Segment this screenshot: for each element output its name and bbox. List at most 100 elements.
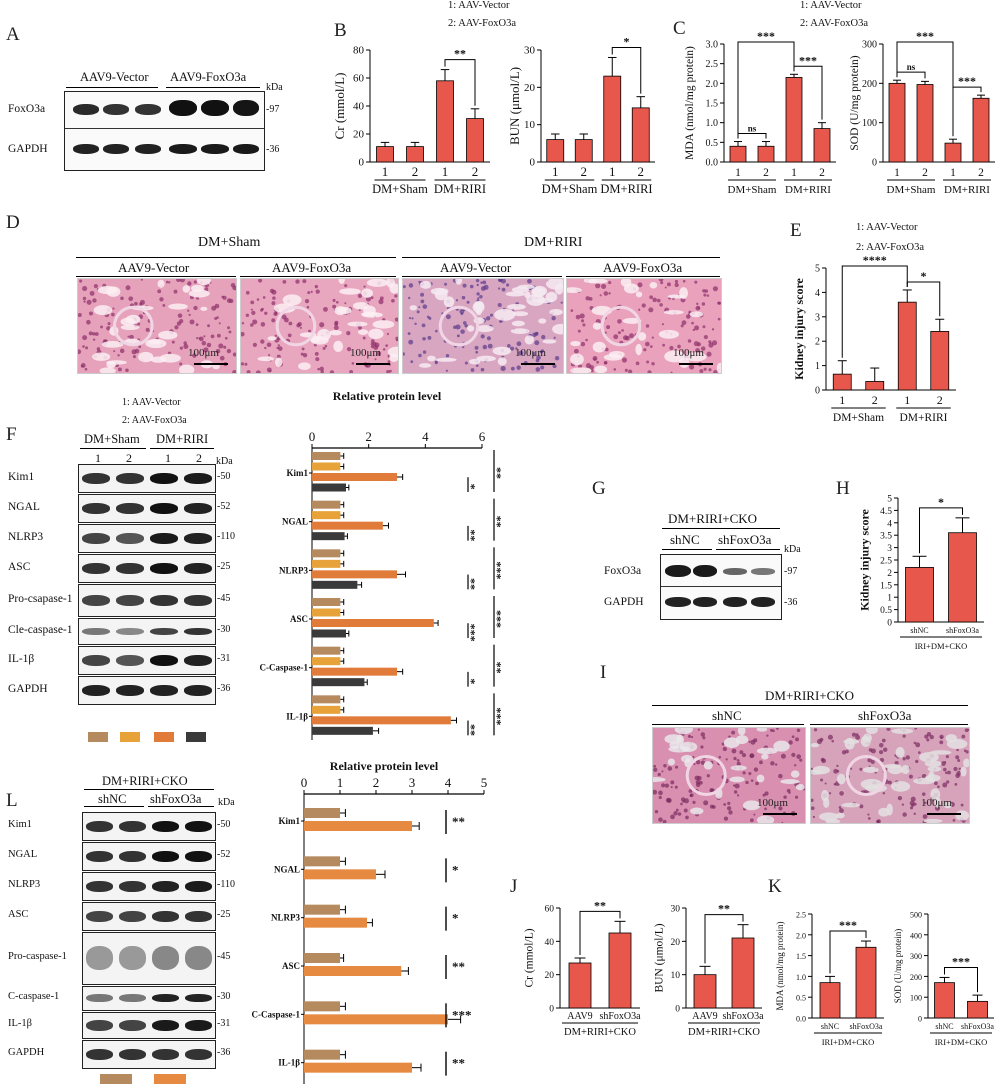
scale-bar	[679, 363, 713, 365]
x-tick-label: shFoxO3a	[961, 1022, 994, 1031]
bar	[304, 953, 340, 963]
protein-band	[152, 994, 179, 1002]
y-tick-label: 3.5	[880, 532, 892, 542]
image-label: AAV9-FoxO3a	[603, 260, 683, 275]
significance-label: *	[467, 678, 481, 684]
protein-band	[86, 946, 113, 970]
protein-band	[119, 880, 146, 892]
bar	[312, 452, 341, 460]
significance-bracket	[944, 966, 978, 993]
category-label: ASC	[282, 961, 300, 971]
group-label: DM+RIRI	[156, 432, 209, 446]
y-tick-label: 5	[815, 264, 820, 275]
group-label: IRI+DM+CKO	[935, 1037, 988, 1047]
protein-band	[152, 850, 179, 862]
group-label: DM+RIRI+CKO	[688, 1027, 760, 1038]
y-axis-label: Kidney injury score	[858, 508, 872, 610]
group-label: DM+Sham	[542, 182, 598, 196]
row-label: Pro-caspase-1	[8, 951, 67, 962]
bar	[436, 80, 454, 163]
protein-band	[86, 1048, 113, 1060]
bar	[813, 128, 831, 163]
y-tick-label: 0.5	[796, 994, 806, 1003]
group-title: DM+RIRI+CKO	[668, 511, 758, 526]
y-tick-label: 1	[887, 594, 892, 604]
bar	[731, 937, 755, 1009]
bar	[312, 716, 451, 725]
bar	[312, 580, 358, 589]
row-label: NGAL	[8, 501, 40, 513]
category-label: NLRP3	[271, 913, 300, 923]
bar	[785, 77, 803, 163]
image-label: AAV9-FoxO3a	[272, 260, 352, 275]
protein-band	[82, 562, 110, 574]
protein-band	[152, 820, 179, 832]
y-tick-label: 0.5	[706, 138, 719, 149]
protein-band	[119, 1048, 146, 1060]
western-blot-strip	[78, 494, 216, 523]
significance-bracket	[841, 265, 908, 358]
mw-marker: -97	[266, 104, 280, 115]
bar	[304, 966, 402, 976]
group-line	[402, 257, 720, 258]
panel-label-h: H	[836, 478, 850, 499]
protein-band	[184, 502, 212, 514]
x-tick-label: 2	[978, 167, 984, 179]
protein-band	[150, 472, 178, 484]
significance-label: *	[452, 862, 459, 877]
y-tick-label: 40	[353, 101, 365, 113]
chart-title: Relative protein level	[333, 389, 442, 403]
western-blot-strip	[82, 932, 216, 985]
y-tick-label: 2.5	[796, 911, 806, 920]
bar	[304, 917, 367, 928]
significance-label: ***	[916, 32, 934, 43]
protein-band	[116, 594, 144, 606]
bar	[304, 821, 412, 831]
protein-band	[82, 684, 110, 696]
y-tick-label: 4	[815, 288, 820, 299]
panel-label-a: A	[6, 24, 20, 45]
y-tick-label: 20	[353, 129, 365, 141]
western-blot-strip	[82, 872, 216, 901]
chart-j-cr: 0 20 40 60 Cr (mmol/L) AAV9 shFoxO3a DM+RIRI+CK…	[524, 898, 642, 1038]
chart-e: 0 1 2 3 4 5 Kidney injury score 1 2 1 2 DM+Sham DM+R…	[792, 256, 956, 424]
significance-label: ****	[863, 256, 887, 267]
y-tick-label: 4.5	[880, 507, 892, 517]
protein-band	[184, 684, 212, 696]
x-tick-label: 2	[937, 393, 943, 407]
significance-label: ***	[757, 32, 775, 43]
mw-marker: -45	[217, 951, 231, 962]
western-blot-strip	[78, 646, 216, 675]
x-tick-label: 2	[581, 164, 588, 179]
x-tick-label: AAV9	[692, 1011, 717, 1022]
group-title: DM+RIRI+CKO	[765, 688, 855, 703]
image-label: AAV9-Vector	[118, 260, 190, 275]
x-tick-label: shFoxO3a	[946, 626, 979, 635]
y-tick-label: 80	[353, 45, 365, 57]
y-tick-label: 2.0	[706, 79, 719, 90]
mw-marker: -52	[217, 849, 231, 860]
significance-bracket	[579, 910, 621, 955]
y-axis-label: MDA (nmol/mg protein)	[775, 922, 785, 1011]
row-label: FoxO3a	[8, 103, 46, 115]
protein-band	[119, 850, 146, 862]
y-tick-label: 1	[815, 361, 820, 372]
bar	[944, 142, 962, 163]
y-tick-label: 200	[910, 973, 922, 982]
group-label: DM+RIRI	[944, 184, 990, 196]
significance-label: ***	[452, 1007, 472, 1022]
mw-marker: -36	[217, 1047, 231, 1058]
protein-band	[150, 594, 178, 606]
significance-label: **	[452, 959, 465, 974]
protein-band	[185, 910, 212, 922]
kda-label: kDa	[784, 544, 801, 555]
protein-band	[86, 910, 113, 922]
category-label: ASC	[290, 614, 308, 624]
bar	[608, 932, 632, 1009]
row-label: NGAL	[8, 849, 38, 860]
y-axis-label: Kidney injury score	[792, 277, 806, 379]
significance-label: *	[624, 36, 630, 48]
legend-item: 2: AAV-FoxO3a	[856, 242, 924, 253]
y-tick-label: 2	[815, 337, 820, 348]
